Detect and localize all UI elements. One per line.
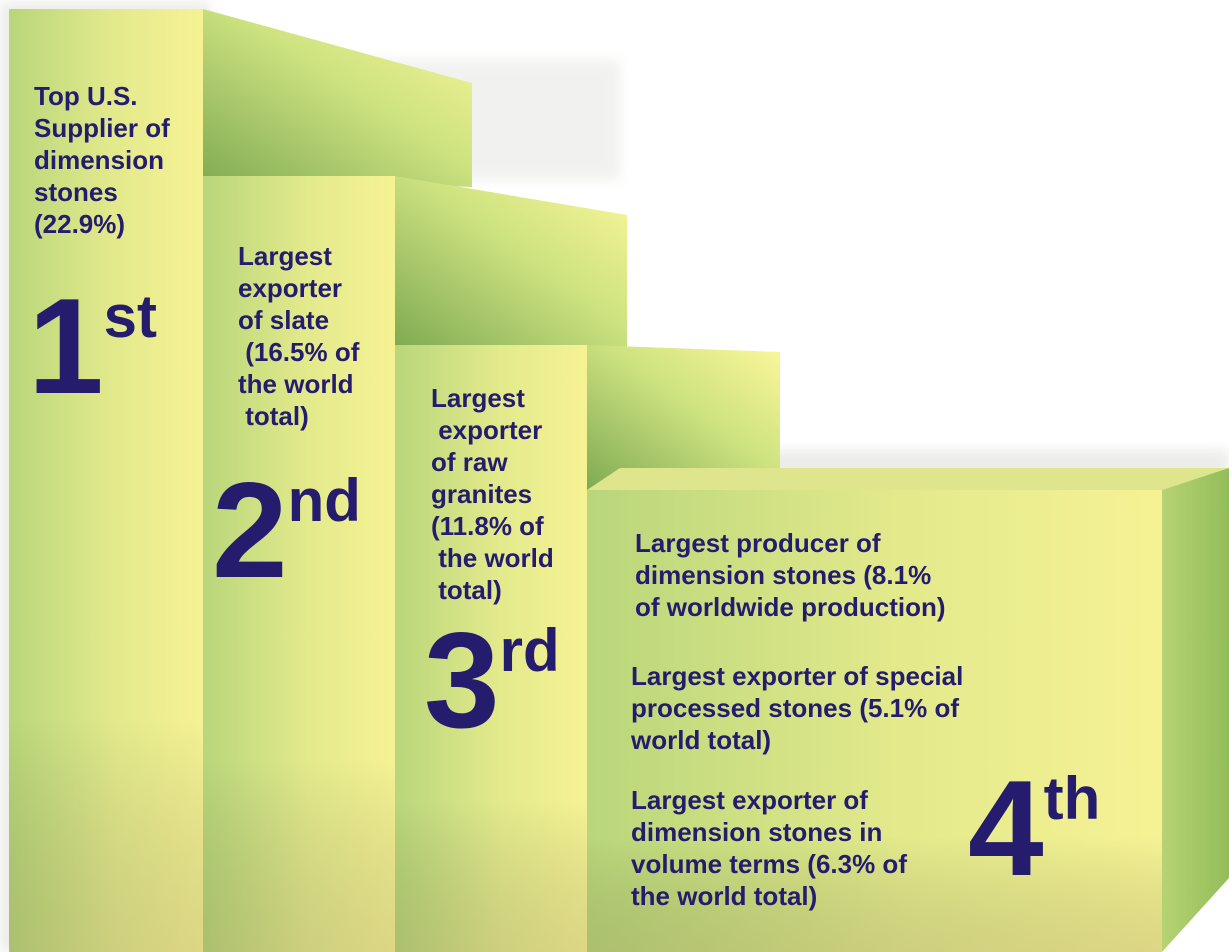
step-1-line: (22.9%) [34,209,126,239]
step-2-line: the world [238,369,354,399]
rank-1-number: 1 [28,270,104,422]
rank-3-number: 3 [424,604,500,756]
step-4-line: world total) [631,725,772,755]
step-2-line: exporter [238,273,343,303]
rank-3-suffix: rd [499,617,560,684]
step-4-description-1: Largest producer of dimension stones (8.… [635,527,946,623]
step-4-line: Largest exporter of special [631,661,964,691]
step-2-line: Largest [238,241,332,271]
step-1-description: Top U.S. Supplier of dimension stones (2… [34,80,170,240]
step-4-description-2: Largest exporter of special processed st… [631,660,963,756]
step-4-line: dimension stones (8.1% [635,560,932,590]
step-2-line: total) [238,401,309,431]
step-3-line: total) [431,575,502,605]
step-3-description: Largest exporter of raw granites (11.8% … [431,382,554,606]
step-1-top [203,9,472,187]
step-4-line: the world total) [631,881,818,911]
step-2-line: (16.5% of [238,337,360,367]
step-1-line: Supplier of [34,113,170,143]
step-1-line: dimension [34,145,165,175]
step-2-top [395,176,627,348]
step-4-side [1162,468,1229,952]
step-4-line: dimension stones in [631,817,883,847]
step-4-description-3: Largest exporter of dimension stones in … [631,784,907,912]
step-3-line: exporter [431,415,543,445]
rank-4-number: 4 [968,752,1044,904]
rank-2-suffix: nd [287,467,361,534]
rank-4-label: 4th [968,760,1100,896]
step-3-line: (11.8% of [431,511,544,541]
step-3-line: the world [431,543,554,573]
step-4-line: volume terms (6.3% of [631,849,907,879]
step-3-top [587,345,780,490]
rank-4-suffix: th [1043,765,1101,832]
step-4-line: processed stones (5.1% of [631,693,959,723]
step-2-line: of slate [238,305,330,335]
step-4-top [587,468,1229,490]
step-4-line: Largest producer of [635,528,881,558]
step-4-line: Largest exporter of [631,785,868,815]
step-1-line: Top U.S. [34,81,138,111]
step-2-description: Largest exporter of slate (16.5% of the … [238,240,359,432]
step-1-line: stones [34,177,118,207]
step-3-line: granites [431,479,533,509]
rank-3-label: 3rd [424,612,560,748]
rank-1-label: 1st [28,278,157,414]
step-4-line: of worldwide production) [635,592,946,622]
rank-2-label: 2nd [212,462,361,598]
rank-2-number: 2 [212,454,288,606]
step-3-line: of raw [431,447,508,477]
step-3-line: Largest [431,383,525,413]
rank-1-suffix: st [103,283,157,350]
